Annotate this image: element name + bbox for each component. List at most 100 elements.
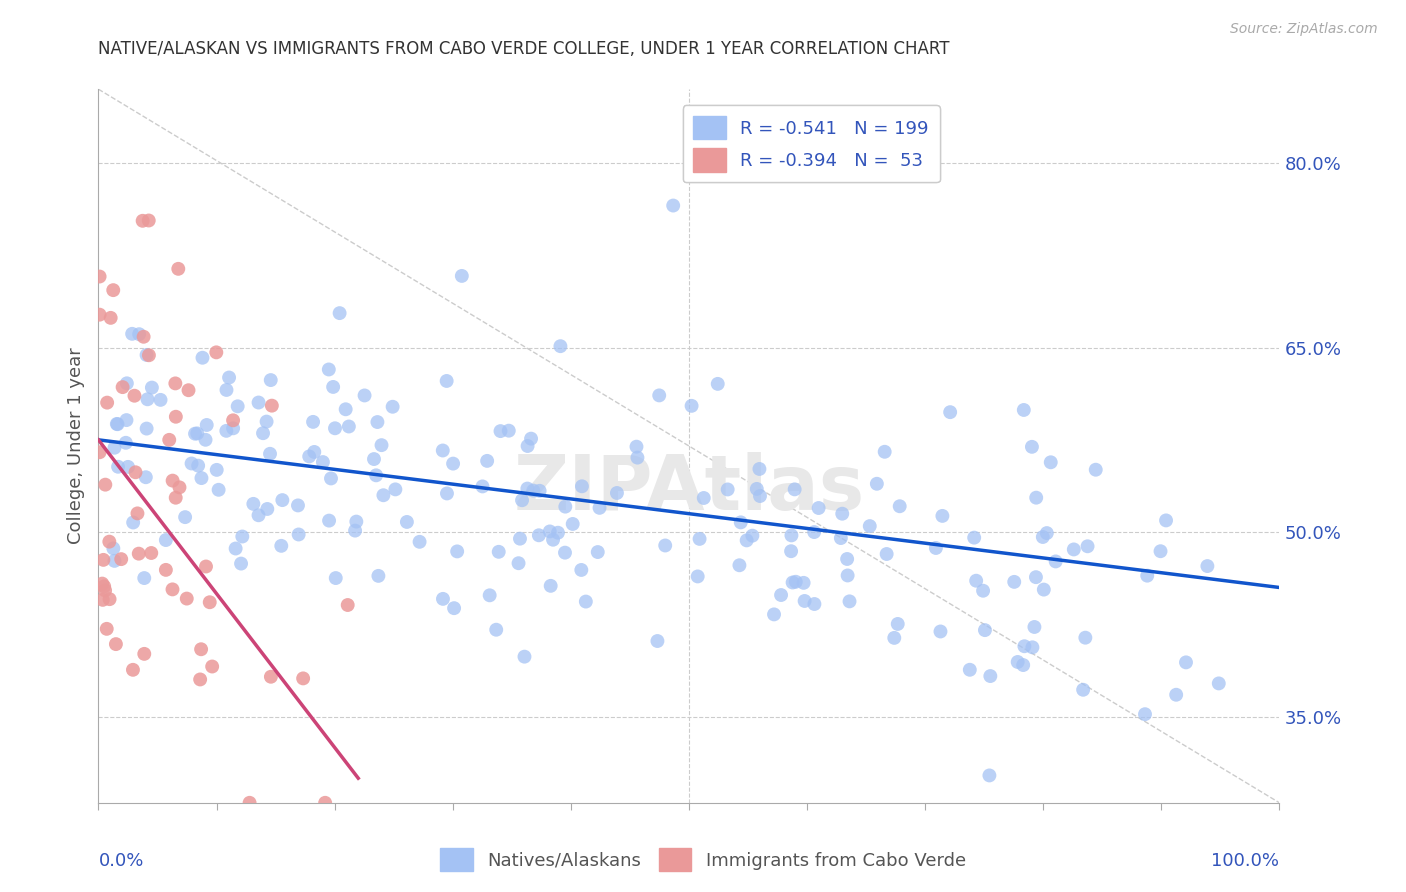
Point: [529, 483, 551, 498]
Point: [107, 459, 129, 474]
Point: [1032, 582, 1054, 597]
Point: [1002, 574, 1025, 589]
Point: [195, 559, 218, 574]
Point: [127, 507, 149, 521]
Point: [165, 491, 187, 505]
Point: [441, 457, 464, 471]
Point: [292, 672, 315, 686]
Point: [974, 623, 997, 637]
Point: [110, 552, 132, 566]
Point: [344, 524, 367, 538]
Point: [134, 647, 156, 661]
Point: [1133, 707, 1156, 722]
Point: [550, 339, 572, 353]
Legend: R = -0.541   N = 199, R = -0.394   N =  53: R = -0.541 N = 199, R = -0.394 N = 53: [683, 105, 939, 183]
Point: [728, 558, 751, 573]
Point: [749, 489, 772, 503]
Point: [100, 310, 122, 325]
Point: [831, 507, 853, 521]
Point: [337, 419, 360, 434]
Point: [366, 415, 388, 429]
Point: [128, 327, 150, 342]
Point: [1166, 688, 1188, 702]
Point: [260, 670, 283, 684]
Point: [103, 541, 125, 556]
Point: [745, 482, 768, 496]
Point: [190, 471, 212, 485]
Point: [925, 541, 948, 555]
Point: [662, 198, 685, 212]
Point: [876, 547, 898, 561]
Point: [155, 563, 177, 577]
Point: [115, 376, 138, 391]
Point: [155, 533, 177, 547]
Point: [370, 438, 392, 452]
Point: [222, 421, 245, 435]
Point: [187, 458, 209, 473]
Point: [959, 663, 981, 677]
Point: [114, 435, 136, 450]
Point: [162, 582, 184, 597]
Point: [1024, 620, 1046, 634]
Point: [873, 444, 896, 458]
Point: [184, 426, 207, 441]
Point: [475, 454, 498, 468]
Point: [887, 616, 910, 631]
Point: [569, 563, 592, 577]
Point: [561, 516, 583, 531]
Point: [314, 796, 336, 810]
Point: [318, 514, 340, 528]
Point: [239, 796, 262, 810]
Text: Source: ZipAtlas.com: Source: ZipAtlas.com: [1230, 22, 1378, 37]
Point: [190, 642, 212, 657]
Point: [89, 445, 111, 459]
Point: [522, 483, 544, 498]
Point: [256, 502, 278, 516]
Point: [98, 592, 121, 607]
Point: [510, 493, 533, 508]
Point: [135, 421, 157, 435]
Point: [1007, 655, 1029, 669]
Point: [471, 479, 494, 493]
Text: NATIVE/ALASKAN VS IMMIGRANTS FROM CABO VERDE COLLEGE, UNDER 1 YEAR CORRELATION C: NATIVE/ALASKAN VS IMMIGRANTS FROM CABO V…: [98, 40, 950, 58]
Point: [717, 483, 740, 497]
Point: [443, 601, 465, 615]
Point: [963, 531, 986, 545]
Point: [432, 591, 454, 606]
Point: [741, 529, 763, 543]
Point: [96, 395, 118, 409]
Point: [554, 546, 576, 560]
Point: [1025, 570, 1047, 584]
Point: [1077, 539, 1099, 553]
Point: [436, 486, 458, 500]
Point: [516, 439, 538, 453]
Point: [830, 531, 852, 545]
Point: [207, 483, 229, 497]
Point: [103, 441, 125, 455]
Point: [259, 447, 281, 461]
Point: [117, 459, 139, 474]
Point: [132, 330, 155, 344]
Point: [571, 479, 593, 493]
Point: [648, 388, 671, 402]
Point: [488, 545, 510, 559]
Point: [606, 486, 628, 500]
Point: [395, 515, 418, 529]
Point: [408, 534, 430, 549]
Point: [165, 409, 187, 424]
Point: [256, 415, 278, 429]
Point: [547, 525, 569, 540]
Point: [353, 388, 375, 402]
Point: [225, 541, 247, 556]
Point: [104, 637, 127, 651]
Point: [527, 528, 550, 542]
Point: [780, 544, 803, 558]
Point: [344, 515, 367, 529]
Point: [520, 432, 543, 446]
Point: [162, 474, 184, 488]
Point: [135, 470, 157, 484]
Point: [489, 424, 512, 438]
Point: [1175, 656, 1198, 670]
Point: [124, 465, 146, 479]
Point: [336, 598, 359, 612]
